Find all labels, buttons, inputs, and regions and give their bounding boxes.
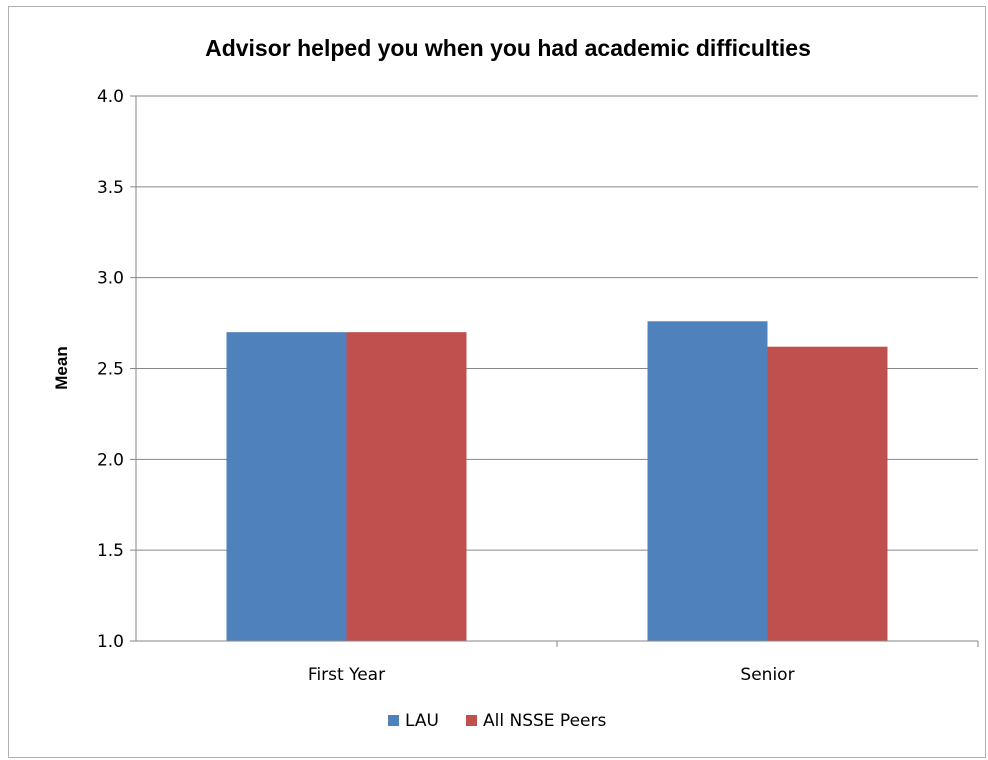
y-tick-label: 4.0 <box>97 87 124 107</box>
y-tick-label: 1.0 <box>97 632 124 652</box>
bars <box>226 321 888 641</box>
y-tick-label: 1.5 <box>97 541 124 561</box>
category-label: First Year <box>308 665 385 685</box>
category-label: Senior <box>740 665 794 685</box>
bar-all-nsse-peers <box>346 332 467 641</box>
y-tick-label: 3.0 <box>97 269 124 289</box>
bar-all-nsse-peers <box>767 346 888 641</box>
bar-lau <box>647 321 768 641</box>
y-axis-label: Mean <box>52 346 71 389</box>
y-tick-label: 2.0 <box>97 450 124 470</box>
y-tick-label: 3.5 <box>97 178 124 198</box>
bar-lau <box>226 332 347 641</box>
y-tick-label: 2.5 <box>97 360 124 380</box>
category-labels: First Year Senior <box>308 665 795 685</box>
legend-swatch <box>466 715 477 726</box>
legend: LAU All NSSE Peers <box>388 711 606 731</box>
y-tick-labels: 1.0 1.5 2.0 2.5 3.0 3.5 4.0 <box>97 87 124 652</box>
chart-title: Advisor helped you when you had academic… <box>205 35 811 61</box>
legend-label: All NSSE Peers <box>483 711 606 731</box>
legend-label: LAU <box>405 711 439 731</box>
legend-swatch <box>388 715 399 726</box>
axes <box>135 96 979 647</box>
